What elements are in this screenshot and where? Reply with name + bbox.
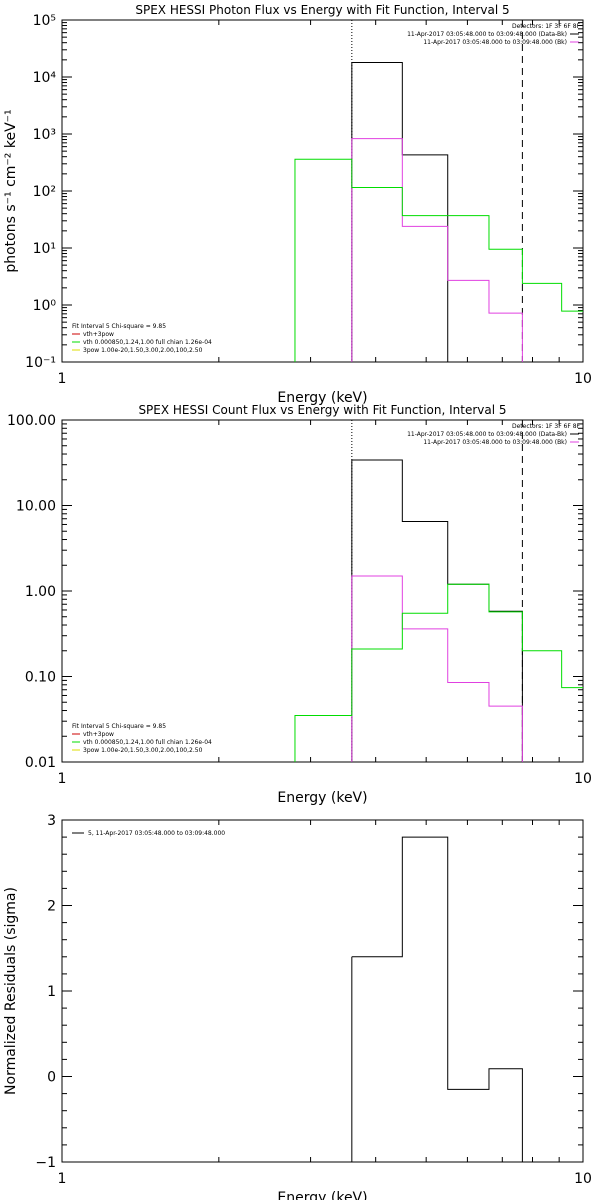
y-tick-label: 10⁴ (33, 70, 57, 86)
y-tick-label: 0.01 (25, 755, 56, 771)
y-tick-label: 10² (33, 184, 56, 200)
legend-right-entry: 11-Apr-2017 03:05:48.000 to 03:09:48.000… (423, 439, 567, 446)
x-tick-label: 10 (574, 371, 592, 387)
y-tick-label: 10¹ (33, 241, 56, 257)
chart-title: SPEX HESSI Photon Flux vs Energy with Fi… (135, 3, 509, 17)
fit-legend-entry: vth 0.000850,1.24,1.00 full chian 1.26e-… (83, 339, 212, 346)
y-tick-label: 1 (47, 984, 56, 1000)
y-axis-label: Normalized Residuals (sigma) (3, 887, 19, 1095)
y-tick-label: 10.00 (16, 499, 56, 515)
fit-legend-entry: vth+3pow (83, 731, 114, 738)
fit-legend-entry: vth 0.000850,1.24,1.00 full chian 1.26e-… (83, 739, 212, 746)
y-tick-label: 100.00 (7, 413, 56, 429)
y-tick-label: 2 (47, 899, 56, 915)
series-1-line (351, 61, 449, 362)
fit-legend-entry: 3pow 1.00e-20,1.50,3.00,2.00,100,2.50 (83, 347, 203, 354)
y-tick-label: 0 (47, 1070, 56, 1086)
series-1-line (351, 836, 523, 1162)
x-tick-label: 10 (574, 771, 592, 787)
y-tick-label: 10³ (33, 127, 56, 143)
chart-title: SPEX HESSI Count Flux vs Energy with Fit… (138, 403, 506, 417)
series-3-line (294, 158, 583, 362)
series-2-line (351, 138, 523, 362)
y-tick-label: 10⁻¹ (25, 355, 56, 371)
chart-panel-2: 1 10 0.01 0.10 1.00 10.00 100.00 SPEX HESSI Cou… (7, 403, 592, 806)
x-axis-label: Energy (keV) (277, 390, 367, 406)
legend-right-entry: 11-Apr-2017 03:05:48.000 to 03:09:48.000… (407, 431, 567, 438)
series-2-line (351, 575, 523, 762)
x-tick-label: 1 (58, 1171, 67, 1187)
series-3-line (294, 583, 583, 762)
fit-legend-entry: vth+3pow (83, 331, 114, 338)
x-axis-label: Energy (keV) (277, 1190, 367, 1200)
fit-legend-header: Fit Interval 5 Chi-square = 9.85 (72, 723, 166, 730)
y-axis-label: photons s⁻¹ cm⁻² keV⁻¹ (3, 109, 19, 272)
fit-legend-entry: 3pow 1.00e-20,1.50,3.00,2.00,100,2.50 (83, 747, 203, 754)
x-tick-label: 1 (58, 371, 67, 387)
x-axis-label: Energy (keV) (277, 790, 367, 806)
y-tick-label: 10⁰ (33, 298, 57, 314)
plot-frame (61, 419, 584, 763)
y-tick-label: −1 (35, 1155, 56, 1171)
detectors-label: Detectors: 1F 3F 6F 8F (512, 423, 581, 430)
y-tick-label: 1.00 (25, 584, 56, 600)
detectors-label: Detectors: 1F 3F 6F 8F (512, 23, 581, 30)
fit-legend-header: Fit Interval 5 Chi-square = 9.85 (72, 323, 166, 330)
y-tick-label: 0.10 (25, 670, 56, 686)
chart-panel-3: 1 10 −1 0 1 2 3 Energy (keV) Normalized Residual… (3, 813, 592, 1204)
residual-legend-entry: 5, 11-Apr-2017 03:05:48.000 to 03:09:48.… (88, 830, 225, 837)
legend-right-entry: 11-Apr-2017 03:05:48.000 to 03:09:48.000… (407, 31, 567, 38)
x-tick-label: 10 (574, 1171, 592, 1187)
chart-panel-1: 1 10 10⁻¹ 10⁰ 10¹ 10² 10³ 10⁴ 10⁵ SPEX HESSI Phot… (3, 3, 592, 406)
plot-frame (61, 19, 584, 363)
y-tick-label: 10⁵ (33, 13, 56, 29)
plot-frame (61, 819, 584, 1163)
y-tick-label: 3 (47, 813, 56, 829)
legend-right-entry: 11-Apr-2017 03:05:48.000 to 03:09:48.000… (423, 39, 567, 46)
series-1-line (351, 459, 523, 762)
x-tick-label: 1 (58, 771, 67, 787)
